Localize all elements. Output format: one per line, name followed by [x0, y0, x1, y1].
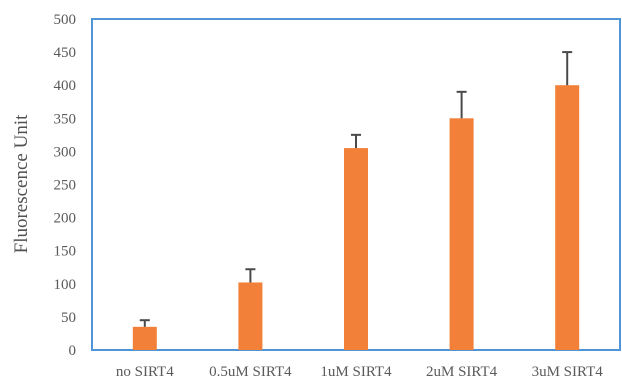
x-tick-label: 1uM SIRT4 — [320, 364, 392, 379]
bar — [132, 326, 157, 350]
y-tick-label: 250 — [54, 178, 77, 194]
x-tick-label: 2uM SIRT4 — [426, 364, 498, 379]
bar — [238, 282, 263, 350]
y-tick-label: 100 — [54, 277, 77, 293]
y-tick-label: 400 — [54, 78, 77, 94]
x-tick-label: 3uM SIRT4 — [532, 364, 604, 379]
y-tick-label: 500 — [54, 12, 77, 28]
bars-layer — [132, 85, 580, 350]
bar — [555, 85, 580, 350]
y-tick-label: 300 — [54, 144, 77, 160]
y-ticks-layer: 0 50 100 150 200 250 300 350 400 450 500 — [54, 12, 77, 359]
x-ticks-layer: no SIRT4 0.5uM SIRT4 1uM SIRT4 2uM SIRT4 3uM… — [116, 364, 603, 379]
y-tick-label: 450 — [54, 45, 77, 61]
bar — [449, 118, 474, 350]
y-tick-label: 0 — [69, 343, 77, 359]
y-tick-label: 50 — [61, 310, 76, 326]
error-bars-layer — [139, 51, 573, 327]
x-tick-label: 0.5uM SIRT4 — [209, 364, 292, 379]
y-tick-label: 200 — [54, 211, 77, 227]
bar — [344, 148, 368, 350]
y-tick-label: 150 — [54, 244, 77, 260]
y-axis-title: Fluorescence Unit — [11, 114, 32, 253]
y-tick-label: 350 — [54, 111, 77, 127]
x-tick-label: no SIRT4 — [116, 364, 174, 379]
